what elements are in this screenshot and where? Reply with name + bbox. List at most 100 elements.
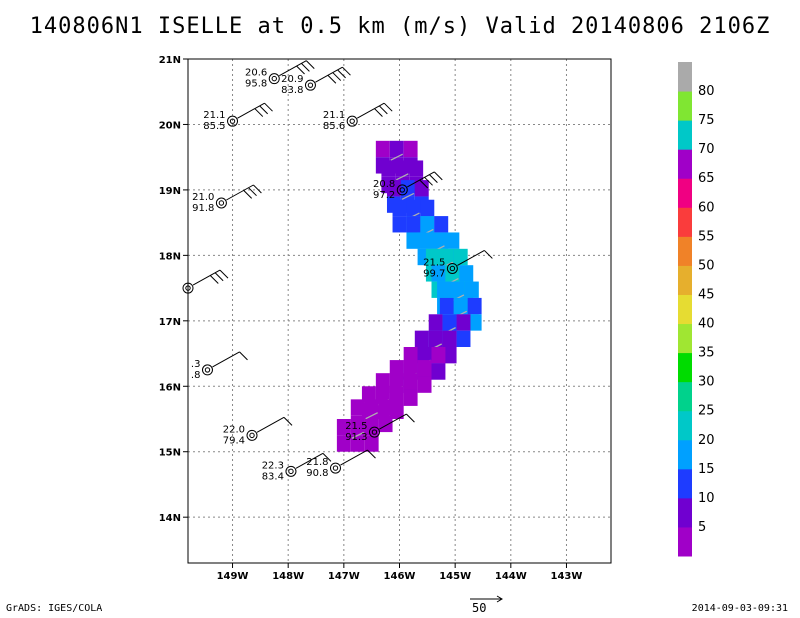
y-tick-label: 14N [159,513,181,524]
wind-cell [431,232,446,249]
wind-cell [414,180,429,197]
wind-cell [381,160,396,177]
footer-timestamp: 2014-09-03-09:31 [691,603,788,614]
wind-arrow [395,173,409,181]
wind-cell [389,402,404,419]
wind-cell [392,199,407,217]
y-tick-label: 17N [159,317,181,328]
wind-barb-flag [301,62,310,72]
wind-cell [403,373,418,390]
wind-cell [414,330,429,347]
wind-barb-shaft [457,250,485,266]
wind-barb-flag [219,269,229,279]
footer-credit: GrADS: IGES/COLA [6,603,103,614]
station-observation: 21.091.8 [192,184,262,214]
station-sst: 20.8 [373,179,395,190]
x-tick-label: 146W [384,571,416,582]
station-observation: .3.8 [191,351,248,381]
station-ring [215,197,227,209]
wind-arrow [390,153,404,161]
y-tick-label: 18N [159,251,181,262]
wind-cell [442,314,457,331]
vector-scale-arrow [470,595,503,603]
station-ring [329,462,341,474]
wind-cell [364,399,379,416]
station-ring [246,429,258,441]
station-center [399,187,405,193]
colorbar-swatch [678,149,692,179]
wind-cell [425,248,440,266]
wind-cell [431,347,446,364]
grid-layer [188,58,611,563]
wind-barb-flag [305,60,315,69]
wind-cell [456,330,471,347]
station-center [371,429,378,435]
wind-cell [450,281,465,298]
station-sst: 21.0 [192,192,214,203]
wind-cell [439,297,454,315]
station-center [288,468,294,475]
wind-cell [453,248,468,266]
colorbar-label: 5 [698,520,706,535]
station-observation: 22.079.4 [223,416,293,446]
wind-barb-flag [209,275,219,284]
wind-barb-flag [264,102,273,112]
colorbar-swatch [678,410,692,441]
station-rh: 99.7 [423,268,445,279]
colorbar-swatch [678,468,692,499]
station-ring [346,115,358,127]
x-tick-label: 144W [495,571,527,582]
wind-cell [350,435,365,452]
colorbar-swatch [678,439,692,470]
wind-cell [375,373,390,390]
wind-cell [364,435,379,452]
wind-barb-flag [367,449,376,459]
wind-cell [389,386,404,403]
wind-barb-shaft [212,351,240,368]
colorbar-label: 20 [698,433,715,448]
wind-barb-flag [283,417,293,426]
wind-cell [389,373,404,390]
station-rh: 85.5 [203,121,225,132]
x-tick-label: 148W [272,571,304,582]
wind-cell [389,360,404,377]
station-observation: 21.890.8 [306,449,376,479]
colorbar: 5 10 15 20 25 30 35 40 45 50 55 60 65 70 75 80 [678,62,715,557]
station-observation: 21.599.7 [423,250,493,279]
wind-cell [417,376,432,393]
station-rh: 91.8 [192,203,214,214]
wind-cell [350,399,365,416]
wind-cell [364,419,379,436]
station-sst: 21.1 [203,110,225,121]
station-sst: 22.0 [223,424,245,435]
wind-cell [442,347,457,364]
station-rh: 79.4 [223,435,245,446]
station-rh: 85.6 [323,121,345,132]
station-rh: .8 [191,370,201,381]
station-center [271,75,277,82]
vector-scale-label: 50 [472,601,487,615]
wind-barb-flag [419,179,429,189]
wind-barb-shaft [379,413,407,430]
y-tick-label: 16N [159,382,181,393]
colorbar-swatch [678,294,692,325]
wind-cell [375,386,390,403]
wind-cell [403,360,418,377]
wind-cell [467,314,482,331]
station-sst: 21.1 [323,110,345,121]
wind-arrow [351,431,365,439]
wind-barb-flag [254,108,264,117]
wind-cell [431,363,446,380]
station-center [218,200,225,206]
station-sst: 20.9 [281,74,303,85]
axis-ticks: 149W 148W 147W 146W 145W 144W 143W 14N 15N 16N 17N… [159,55,583,582]
wind-cell [336,419,351,436]
colorbar-label: 45 [698,287,715,302]
wind-barb-shaft [237,102,265,119]
station-ring [304,79,316,91]
wind-cell [417,347,432,364]
y-tick-label: 15N [159,448,181,459]
colorbar-swatch [678,352,692,383]
wind-barb-flag [248,187,257,197]
